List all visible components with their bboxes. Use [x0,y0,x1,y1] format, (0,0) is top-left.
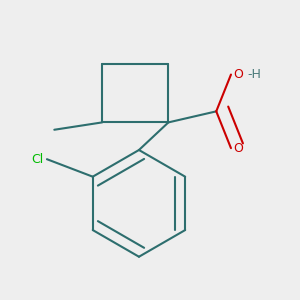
Text: O: O [233,68,243,81]
Text: O: O [233,142,243,155]
Text: Cl: Cl [31,153,43,166]
Text: -H: -H [248,68,261,81]
